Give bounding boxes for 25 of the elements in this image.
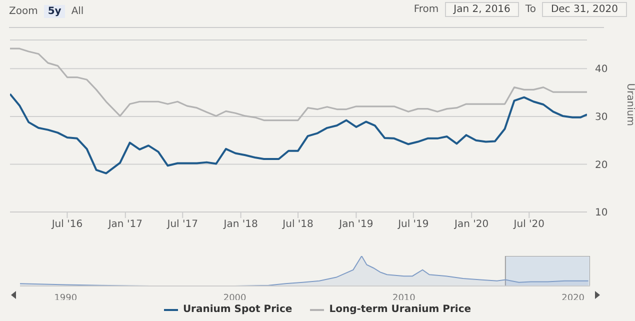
x-tick-label: Jul '18 <box>282 219 314 230</box>
text: 5y <box>44 5 66 18</box>
x-tick-label: Jul '16 <box>50 219 83 230</box>
y-tick-label: 30 <box>595 112 608 123</box>
x-tick-label: Jan '19 <box>338 219 374 230</box>
y-axis-title: Uranium <box>624 83 635 126</box>
y-tick-label: 10 <box>595 208 608 219</box>
legend-label: Long-term Uranium Price <box>328 304 472 315</box>
x-tick-label: Jul '20 <box>512 219 544 230</box>
text: From <box>414 4 439 15</box>
text: To <box>525 4 536 15</box>
x-tick-label: Jul '19 <box>397 219 429 230</box>
text: Zoom <box>9 6 38 17</box>
text: All <box>71 6 84 17</box>
line-series <box>10 92 587 174</box>
legend-label: Uranium Spot Price <box>182 304 292 315</box>
text: Jan 2, 2016 <box>444 2 520 17</box>
text: Dec 31, 2020 <box>542 2 627 17</box>
x-tick-label: Jan '18 <box>222 219 258 230</box>
y-tick-label: 40 <box>595 64 608 76</box>
y-tick-label: 20 <box>595 160 608 171</box>
x-tick-label: Jan '17 <box>107 219 142 230</box>
x-tick-label: Jul '17 <box>166 219 198 230</box>
x-tick-label: Jan '20 <box>454 219 489 230</box>
line-series <box>10 48 587 122</box>
